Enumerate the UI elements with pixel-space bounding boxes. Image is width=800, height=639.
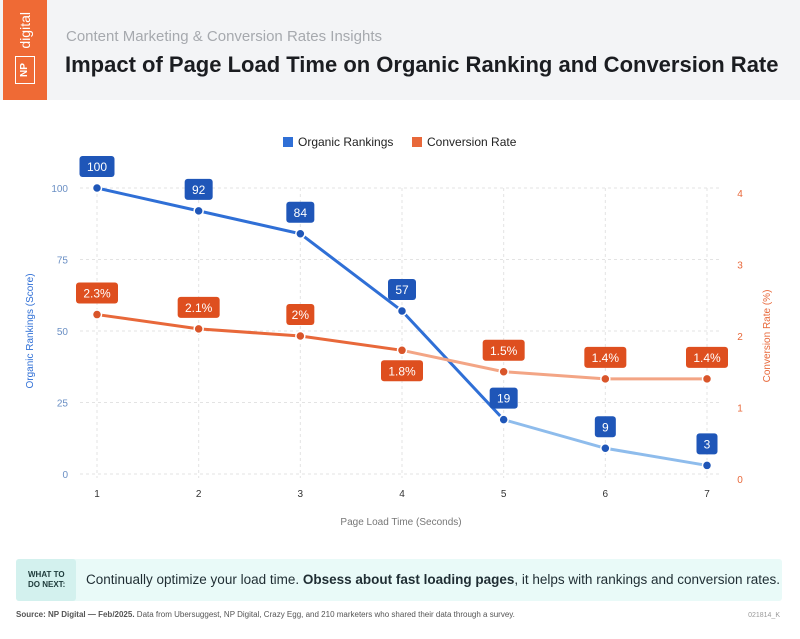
y2-tick-label: 1 (737, 404, 743, 415)
conversion-point (91, 309, 103, 320)
y2-tick-label: 4 (737, 189, 743, 200)
what-to-do-next-box: WHAT TO DO NEXT: Continually optimize you… (16, 559, 782, 601)
organic-point (396, 305, 408, 317)
conversion-line (96, 313, 403, 352)
organic-data-label-bg (184, 178, 213, 200)
y-tick-label: 100 (51, 184, 68, 195)
x-tick-label: 1 (94, 489, 100, 500)
conversion-data-label: 1.4% (592, 351, 620, 365)
x-tick-label: 7 (704, 489, 710, 500)
y2-tick-label: 3 (737, 261, 743, 272)
conversion-data-label: 2.3% (83, 287, 111, 301)
legend-swatch (283, 137, 293, 147)
conversion-point (498, 366, 509, 377)
conversion-data-label: 1.8% (388, 364, 416, 378)
organic-point (701, 460, 713, 471)
organic-point (600, 443, 611, 454)
organic-point (498, 414, 509, 425)
conversion-point (701, 373, 713, 385)
conversion-data-label-bg (686, 346, 728, 368)
x-tick-label: 6 (603, 489, 609, 500)
organic-data-label-bg (594, 416, 616, 438)
conversion-data-label-bg (286, 304, 315, 325)
what-to-do-next-label: WHAT TO DO NEXT: (16, 559, 76, 601)
x-tick-label: 3 (298, 489, 304, 500)
organic-data-label: 100 (87, 160, 107, 174)
organic-data-label-bg (286, 201, 315, 223)
tip-text: Continually optimize your load time. Obs… (86, 572, 781, 587)
y-tick-label: 0 (62, 470, 68, 481)
header: NP digital Content Marketing & Conversion… (0, 0, 800, 100)
conversion-data-label: 1.5% (490, 344, 518, 358)
organic-data-label: 3 (704, 437, 711, 451)
conversion-data-label-bg (76, 282, 118, 304)
conversion-data-label: 1.4% (693, 351, 721, 365)
conversion-point (295, 330, 306, 342)
y-tick-label: 75 (57, 256, 69, 267)
organic-data-label: 92 (192, 183, 206, 197)
np-digital-logo: NP digital (3, 0, 47, 100)
organic-data-label-bg (79, 156, 115, 177)
organic-point (193, 205, 204, 217)
y-axis-label: Organic Rankings (Score) (25, 273, 36, 388)
x-tick-label: 5 (501, 489, 507, 500)
conversion-data-label-bg (584, 346, 627, 368)
x-tick-label: 2 (196, 489, 202, 500)
organic-data-label: 84 (294, 206, 308, 220)
organic-point (91, 182, 103, 194)
legend-label: Organic Rankings (298, 135, 393, 149)
y2-tick-label: 2 (737, 332, 743, 343)
subtitle: Content Marketing & Conversion Rates Ins… (66, 28, 382, 45)
conversion-data-label: 2.1% (185, 301, 213, 315)
image-code: 021814_K (748, 612, 780, 619)
legend-label: Conversion Rate (427, 135, 517, 149)
y-tick-label: 50 (57, 327, 69, 338)
source-note: Source: NP Digital — Feb/2025. Data from… (16, 610, 515, 619)
organic-data-label: 19 (497, 392, 511, 406)
page-title: Impact of Page Load Time on Organic Rank… (65, 52, 779, 77)
organic-point (295, 228, 306, 240)
y2-tick-label: 0 (737, 475, 743, 486)
conversion-line-light (401, 348, 707, 381)
x-axis-label: Page Load Time (Seconds) (340, 517, 461, 528)
conversion-data-label: 2% (292, 308, 310, 322)
organic-data-label-bg (696, 433, 718, 455)
conversion-point (600, 373, 611, 385)
conversion-data-label-bg (177, 296, 220, 318)
conversion-data-label-bg (381, 360, 423, 382)
organic-data-label-bg (489, 387, 518, 409)
conversion-point (193, 323, 204, 335)
legend-swatch (412, 137, 422, 147)
organic-data-label-bg (388, 278, 416, 300)
organic-data-label: 57 (395, 283, 409, 297)
conversion-data-label-bg (482, 339, 525, 361)
y-tick-label: 25 (57, 399, 69, 410)
x-tick-label: 4 (399, 489, 405, 500)
organic-data-label: 9 (602, 420, 609, 434)
y2-axis-label: Conversion Rate (%) (762, 290, 773, 383)
conversion-point (396, 345, 408, 356)
line-chart: 0 25 50 75 100 0 1 2 3 4 1 2 3 4 5 6 7 Page Load Time (Se… (25, 135, 773, 528)
